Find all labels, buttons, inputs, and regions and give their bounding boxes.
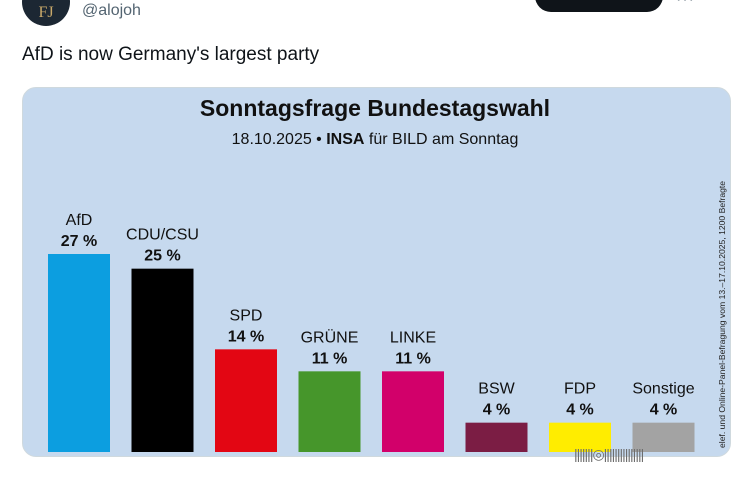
avatar-monogram: FJ [38, 4, 54, 21]
side-note: elef. und Online-Panel-Befragung vom 13.… [717, 181, 727, 448]
watermark: |||||||◎||||||||||||||| [574, 446, 644, 462]
bar-gr-ne [298, 371, 361, 452]
value-label: 4 % [566, 402, 594, 419]
value-label: 11 % [312, 350, 348, 367]
subtitle-rest: für BILD am Sonntag [369, 131, 518, 148]
bar-bsw [465, 422, 528, 452]
media-image[interactable]: Sonntagsfrage Bundestagswahl 18.10.2025 … [22, 87, 731, 457]
follow-button[interactable] [535, 0, 663, 12]
category-label: AfD [66, 212, 93, 229]
bar-spd [215, 349, 277, 452]
subtitle-date: 18.10.2025 • [232, 131, 322, 148]
value-label: 14 % [228, 328, 264, 345]
value-label: 27 % [61, 233, 97, 250]
user-handle[interactable]: @alojoh [82, 2, 141, 19]
category-label: CDU/CSU [126, 227, 199, 244]
avatar[interactable]: FJ [22, 0, 70, 26]
more-options-icon[interactable]: ··· [676, 0, 695, 9]
category-label: LINKE [390, 329, 436, 346]
bar-sonstige [632, 422, 695, 452]
value-label: 4 % [650, 402, 678, 419]
bar-afd [48, 254, 110, 452]
chart-title: Sonntagsfrage Bundestagswahl [200, 95, 550, 121]
chart-subtitle: 18.10.2025 • INSA für BILD am Sonntag [232, 131, 519, 148]
value-label: 25 % [144, 248, 180, 265]
bar-fdp [549, 422, 611, 452]
category-label: BSW [478, 381, 515, 398]
bar-linke [382, 371, 444, 452]
category-label: Sonstige [632, 381, 694, 398]
bar-chart: Sonntagsfrage Bundestagswahl 18.10.2025 … [48, 95, 727, 452]
category-label: FDP [564, 381, 596, 398]
tweet-text: AfD is now Germany's largest party [22, 44, 320, 65]
bar-cdu-csu [131, 268, 194, 452]
category-label: SPD [230, 307, 263, 324]
value-label: 4 % [483, 402, 511, 419]
subtitle-source: INSA [326, 131, 365, 148]
value-label: 11 % [395, 350, 431, 367]
category-label: GRÜNE [301, 328, 359, 346]
